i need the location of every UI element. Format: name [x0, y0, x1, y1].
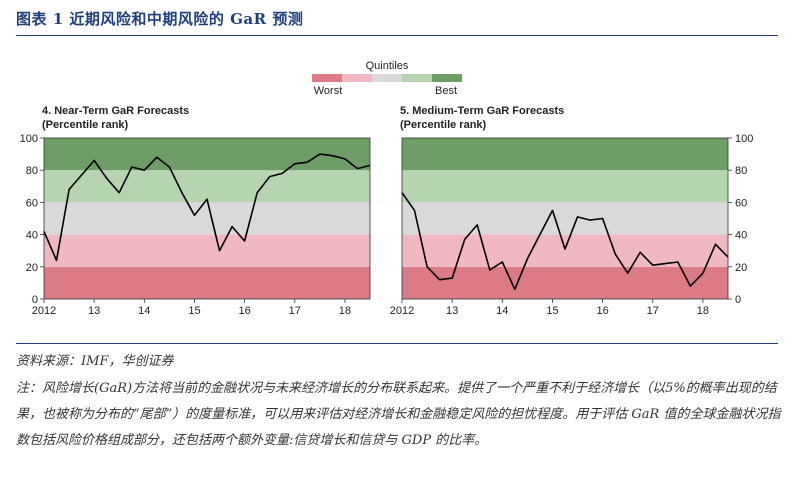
source-line: 资料来源：IMF，华创证券	[16, 354, 174, 369]
series-line	[43, 153, 371, 262]
x-tick-label: 2012	[32, 305, 56, 317]
figure-title: 图表 1 近期风险和中期风险的 GaR 预测	[16, 10, 304, 28]
x-tick-label: 17	[289, 305, 301, 317]
band-middle	[402, 202, 728, 235]
x-tick-label: 14	[496, 305, 508, 317]
band-middle	[44, 202, 370, 235]
x-tick-label: 13	[88, 305, 100, 317]
y-tick-label: 100	[20, 133, 38, 145]
x-tick-label: 13	[446, 305, 458, 317]
x-tick-label: 15	[188, 305, 200, 317]
chart-title-near-term: 4. Near-Term GaR Forecasts	[42, 105, 189, 117]
band-second	[44, 234, 370, 267]
legend-swatch-worst	[312, 74, 342, 82]
x-tick-label: 15	[546, 305, 558, 317]
x-tick-label: 18	[697, 305, 709, 317]
plot-frame	[401, 137, 729, 300]
band-top	[44, 138, 370, 171]
y-tick-label: 40	[26, 230, 38, 242]
legend-title: Quintiles	[366, 60, 409, 72]
y-tick-label: 40	[735, 230, 747, 242]
band-bottom	[402, 266, 728, 299]
legend-swatch-second	[342, 74, 372, 82]
band-top	[402, 138, 728, 171]
y-tick-label: 80	[735, 165, 747, 177]
y-tick-label: 100	[735, 133, 753, 145]
y-tick-label: 80	[26, 165, 38, 177]
x-tick-label: 18	[339, 305, 351, 317]
x-tick-label: 16	[596, 305, 608, 317]
legend-low-label: Worst	[314, 85, 343, 97]
legend-swatch-best	[432, 74, 462, 82]
band-second	[402, 234, 728, 267]
y-tick-label: 60	[26, 197, 38, 209]
band-fourth	[44, 170, 370, 203]
plot-frame	[43, 137, 371, 300]
legend: Quintiles Worst Best	[312, 60, 462, 97]
footer-divider	[16, 343, 778, 344]
legend-swatch-middle	[372, 74, 402, 82]
series-line	[401, 192, 729, 291]
footnote: 注：风险增长(GaR)方法将当前的金融状况与未来经济增长的分布联系起来。提供了一…	[16, 381, 781, 448]
chart-figure: Quintiles Worst Best 4. Near-Term GaR Fo…	[20, 60, 754, 317]
y-tick-label: 0	[32, 294, 38, 306]
x-tick-label: 17	[647, 305, 659, 317]
x-tick-label: 16	[238, 305, 250, 317]
legend-high-label: Best	[435, 85, 457, 97]
near-term-chart: 4. Near-Term GaR Forecasts (Percentile r…	[20, 105, 371, 317]
x-tick-label: 2012	[390, 305, 414, 317]
band-bottom	[44, 266, 370, 299]
y-tick-label: 20	[735, 262, 747, 274]
chart-title-medium-term: 5. Medium-Term GaR Forecasts	[400, 105, 564, 117]
y-tick-label: 0	[735, 294, 741, 306]
title-divider	[16, 35, 778, 36]
y-tick-label: 20	[26, 262, 38, 274]
medium-term-chart: 5. Medium-Term GaR Forecasts (Percentile…	[390, 105, 754, 317]
chart-subtitle-medium-term: (Percentile rank)	[400, 119, 487, 131]
y-tick-label: 60	[735, 197, 747, 209]
legend-swatch-fourth	[402, 74, 432, 82]
chart-subtitle-near-term: (Percentile rank)	[42, 119, 129, 131]
band-fourth	[402, 170, 728, 203]
x-tick-label: 14	[138, 305, 150, 317]
